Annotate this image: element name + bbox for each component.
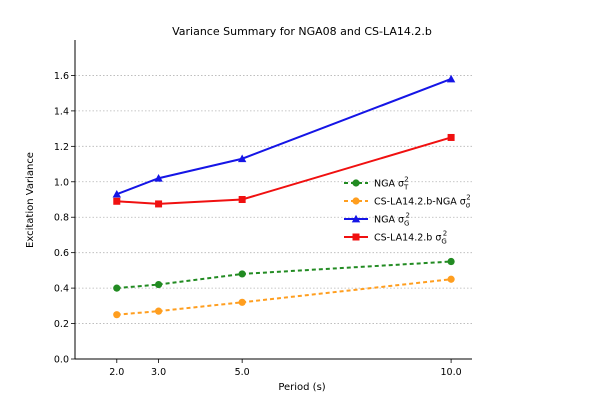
y-tick-label: 1.6 [54,71,69,82]
series-nga_g [112,74,456,198]
data-point-cs_g [113,197,121,205]
chart-title: Variance Summary for NGA08 and CS-LA14.2… [172,25,432,38]
legend-marker [352,233,360,241]
x-axis-label: Period (s) [278,382,325,393]
data-point-cs_g [447,133,455,141]
data-point-nga_tau [447,257,455,266]
series-line-cs_nga_sigma [116,278,452,316]
x-tick-label: 2.0 [109,367,124,378]
series-cs_nga_sigma [113,275,455,319]
legend-item-nga_g: NGA σG2 [344,212,410,228]
y-tick-label: 0.4 [54,284,69,295]
data-point-cs_nga_sigma [154,307,163,315]
series-line-nga_tau [116,260,452,290]
legend: NGA σT2 CS-LA14.2.b-NGA σσ2 NGA σG2 CS-LA14… [344,176,471,246]
data-point-nga_tau [154,280,163,289]
x-tick-label: 10.0 [441,367,462,378]
legend-item-nga_tau: NGA σT2 [344,176,409,192]
legend-item-cs_g: CS-LA14.2.b σG2 [344,230,447,246]
y-axis-label: Excitation Variance [25,152,36,248]
series-nga_tau [113,257,455,292]
legend-item-cs_nga_sigma: CS-LA14.2.b-NGA σσ2 [344,194,471,210]
legend-label: NGA σT2 [374,176,409,192]
data-point-cs_nga_sigma [447,275,455,283]
data-point-nga_g [154,174,163,182]
y-tick-label: 1.4 [54,106,69,117]
y-tick-label: 0.0 [54,355,69,366]
y-tick-label: 0.8 [54,213,69,224]
x-tick-label: 3.0 [151,367,166,378]
series-line-cs_g [116,136,452,205]
x-tick-label: 5.0 [235,367,250,378]
legend-label: NGA σG2 [374,212,410,228]
series-group [112,74,456,319]
legend-marker [352,179,360,187]
y-axis-ticks: 0.0 0.2 0.4 0.6 0.8 1.0 1.2 1.4 1.6 [54,71,75,366]
data-point-nga_g [237,154,247,163]
legend-label: CS-LA14.2.b σG2 [374,230,447,246]
y-tick-label: 0.2 [54,319,69,330]
y-tick-label: 1.0 [54,177,69,188]
data-point-nga_g [446,74,456,83]
y-tick-label: 0.6 [54,248,69,259]
legend-marker [351,214,361,223]
data-point-nga_tau [238,270,246,278]
y-tick-label: 1.2 [54,142,69,153]
data-point-cs_nga_sigma [238,298,246,306]
data-point-nga_g [112,189,121,198]
data-point-nga_tau [113,284,121,292]
axes [74,40,472,360]
legend-label: CS-LA14.2.b-NGA σσ2 [374,194,471,210]
legend-marker [352,197,360,205]
data-point-cs_g [155,200,163,208]
x-axis-ticks: 2.0 3.0 5.0 10.0 [109,359,462,378]
data-point-cs_g [238,196,246,203]
data-point-cs_nga_sigma [113,311,121,319]
series-cs_g [113,133,455,208]
series-line-nga_g [116,78,452,196]
